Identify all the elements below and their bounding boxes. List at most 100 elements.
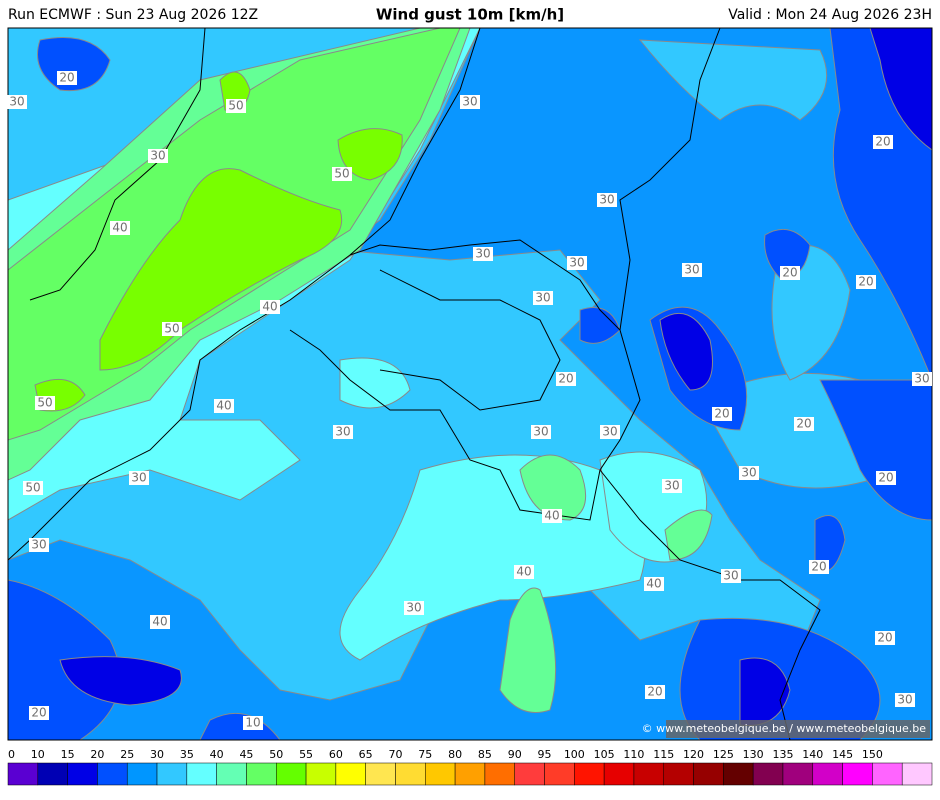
contour-label-box — [895, 693, 915, 707]
legend-tick-label: 0 — [8, 748, 15, 761]
contour-label-box — [332, 167, 352, 181]
contour-label: 20 — [647, 685, 662, 699]
legend-tick-label: 145 — [832, 748, 853, 761]
legend-tick-label: 75 — [418, 748, 432, 761]
legend-swatch — [633, 762, 664, 786]
legend-tick-label: 85 — [478, 748, 492, 761]
legend-swatch — [901, 762, 933, 786]
legend-tick-label: 90 — [508, 748, 522, 761]
contour-label-box — [29, 706, 49, 720]
contour-label-box — [333, 425, 353, 439]
contour-label: 40 — [544, 509, 559, 523]
contour-label-box — [875, 631, 895, 645]
legend-swatch — [872, 762, 903, 786]
legend-swatch — [335, 762, 366, 786]
legend-swatch — [603, 762, 635, 786]
legend-swatch — [97, 762, 128, 786]
legend-tick-label: 110 — [623, 748, 644, 761]
legend-tick-label: 35 — [180, 748, 194, 761]
legend-tick-label: 25 — [120, 748, 134, 761]
contour-label-box — [243, 716, 263, 730]
contour-label: 40 — [152, 615, 167, 629]
legend-tick-label: 115 — [653, 748, 674, 761]
legend-tick-label: 140 — [802, 748, 823, 761]
contour-label: 30 — [31, 538, 46, 552]
legend-swatch — [126, 762, 158, 786]
contour-label-box — [644, 577, 664, 591]
contour-label-box — [226, 99, 246, 113]
contour-label: 30 — [741, 466, 756, 480]
map-title: Wind gust 10m [km/h] — [376, 6, 564, 24]
contour-label: 50 — [334, 167, 349, 181]
contour-label: 30 — [664, 479, 679, 493]
contour-label: 30 — [462, 95, 477, 109]
contour-label: 20 — [877, 631, 892, 645]
contour-label: 30 — [335, 425, 350, 439]
run-info: Run ECMWF : Sun 23 Aug 2026 12Z — [8, 7, 258, 23]
legend-tick-label: 130 — [743, 748, 764, 761]
contour-label-box — [721, 569, 741, 583]
contour-label: 30 — [897, 693, 912, 707]
contour-label-box — [712, 407, 732, 421]
contour-label-box — [873, 135, 893, 149]
contour-label-box — [7, 95, 27, 109]
legend-tick-label: 60 — [329, 748, 343, 761]
legend-tick-label: 120 — [683, 748, 704, 761]
contour-label: 40 — [516, 565, 531, 579]
legend-tick-label: 55 — [299, 748, 313, 761]
contour-label: 50 — [25, 481, 40, 495]
legend-swatch — [484, 762, 515, 786]
legend-swatch — [276, 762, 307, 786]
contour-label-box — [600, 425, 620, 439]
contour-label-box — [780, 266, 800, 280]
contour-label: 30 — [9, 95, 24, 109]
contour-labels: 20 30 50 30 30 50 30 20 40 30 30 30 20 20 30 40 50 20 30 50… — [7, 71, 932, 730]
contour-label: 20 — [31, 706, 46, 720]
contour-label: 30 — [599, 193, 614, 207]
contour-label: 30 — [533, 425, 548, 439]
contour-label-box — [514, 565, 534, 579]
contour-label: 40 — [646, 577, 661, 591]
contour-label: 30 — [406, 601, 421, 615]
contour-label: 20 — [875, 135, 890, 149]
contour-label-box — [856, 275, 876, 289]
contour-label: 20 — [558, 372, 573, 386]
legend-swatch — [186, 762, 217, 786]
legend-tick-label: 135 — [772, 748, 793, 761]
contour-label: 20 — [811, 560, 826, 574]
legend-swatch — [574, 762, 605, 786]
contour-label-box — [129, 471, 149, 485]
contour-label: 20 — [878, 471, 893, 485]
legend-swatch — [365, 762, 396, 786]
contour-label-box — [533, 291, 553, 305]
contour-label-box — [556, 372, 576, 386]
contour-label-box — [148, 149, 168, 163]
legend-tick-label: 150 — [862, 748, 883, 761]
legend-swatch — [663, 762, 694, 786]
contour-label: 30 — [723, 569, 738, 583]
legend-swatch — [842, 762, 873, 786]
legend-swatch — [216, 762, 247, 786]
contour-label: 40 — [112, 221, 127, 235]
legend-tick-label: 125 — [713, 748, 734, 761]
contour-label-box — [460, 95, 480, 109]
legend-swatch — [67, 762, 98, 786]
contour-label: 20 — [796, 417, 811, 431]
contour-label-box — [662, 479, 682, 493]
legend-tick-label: 10 — [31, 748, 45, 761]
contour-label-box — [23, 481, 43, 495]
legend-swatch — [782, 762, 814, 786]
contour-label-box — [809, 560, 829, 574]
contour-label: 20 — [782, 266, 797, 280]
contour-label: 20 — [858, 275, 873, 289]
legend-tick-label: 50 — [269, 748, 283, 761]
contour-label: 40 — [216, 399, 231, 413]
contour-label: 10 — [245, 716, 260, 730]
contour-label: 50 — [37, 396, 52, 410]
contour-label: 50 — [228, 99, 243, 113]
legend-swatch — [305, 762, 337, 786]
contour-label-box — [29, 538, 49, 552]
legend-tick-label: 100 — [564, 748, 585, 761]
contour-label: 30 — [131, 471, 146, 485]
